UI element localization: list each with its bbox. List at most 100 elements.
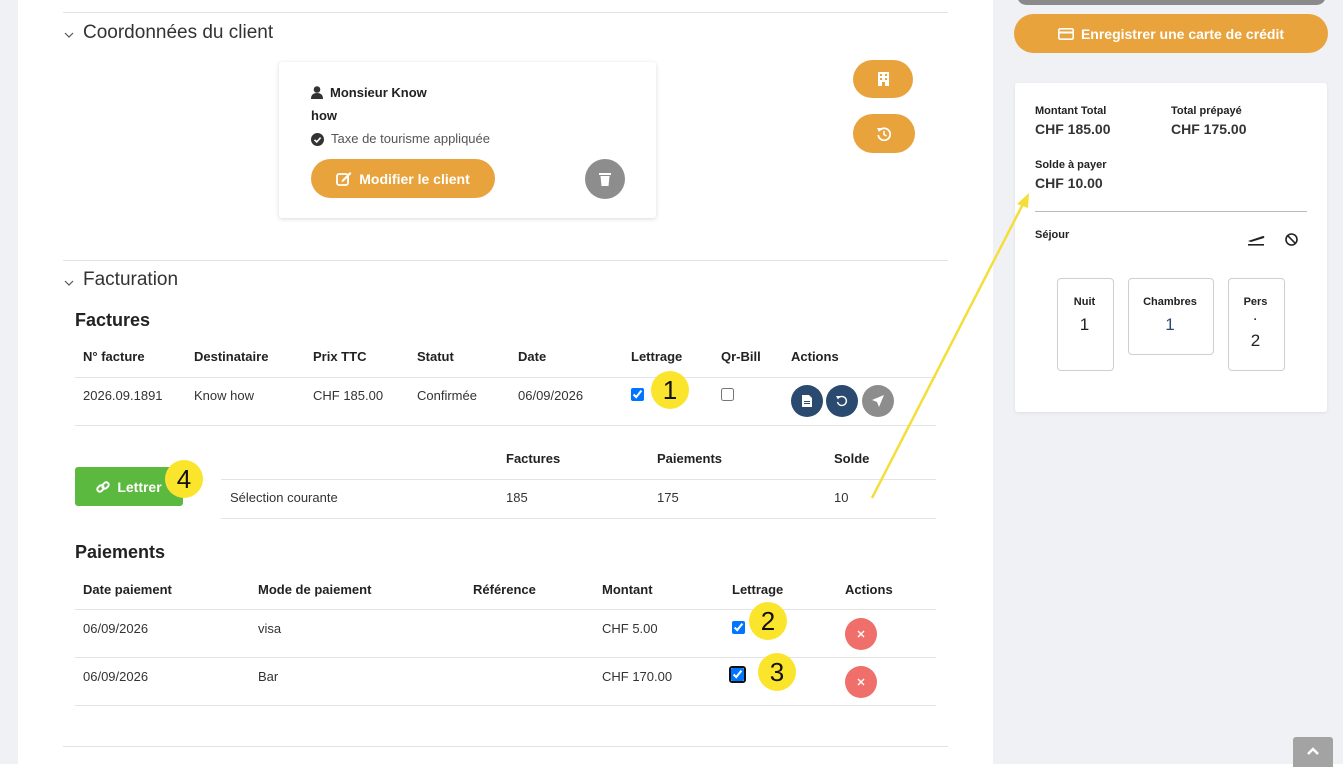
column-header: Statut (417, 349, 454, 364)
edit-client-button[interactable]: Modifier le client (311, 159, 495, 198)
summary-value: CHF 10.00 (1035, 175, 1103, 191)
row-border (75, 425, 936, 426)
summary-label: Solde à payer (1035, 159, 1107, 171)
view-invoice-button[interactable] (791, 385, 823, 417)
summary-label: Total prépayé (1171, 105, 1242, 117)
row-border (75, 657, 936, 658)
cell: Confirmée (417, 388, 477, 403)
client-line: how (311, 108, 337, 123)
button-label: Enregistrer une carte de crédit (1080, 25, 1285, 42)
save-card-button[interactable]: Enregistrer une carte de crédit (1014, 14, 1328, 53)
row-border (75, 705, 936, 706)
link-icon (96, 480, 111, 493)
up-icon (1307, 747, 1319, 755)
cell: 175 (657, 490, 679, 505)
cell: Sélection courante (230, 490, 338, 505)
summary-value: CHF 175.00 (1171, 121, 1247, 137)
cell: CHF 5.00 (602, 621, 658, 636)
stat-label: Nuit (1073, 296, 1096, 308)
company-button[interactable] (853, 60, 913, 98)
cell: CHF 170.00 (602, 669, 673, 684)
column-header: Destinataire (194, 349, 269, 364)
user-icon (311, 86, 323, 99)
stat-value: 2 (1250, 331, 1261, 350)
close-icon (857, 678, 865, 686)
lettering-checkbox[interactable] (732, 621, 745, 634)
undo-icon (836, 395, 848, 407)
lettering-checkbox[interactable] (631, 388, 644, 401)
column-header: Date paiement (83, 582, 172, 597)
history-button[interactable] (853, 114, 915, 153)
row-border (221, 518, 936, 519)
section-title[interactable]: Facturation (83, 269, 179, 290)
cell: 06/09/2026 (518, 388, 584, 403)
divider (63, 746, 948, 747)
section-title[interactable]: Coordonnées du client (83, 22, 274, 43)
delete-payment-button[interactable] (845, 666, 877, 698)
button-label: Lettrer (117, 478, 162, 495)
column-header: N° facture (83, 349, 145, 364)
doc-icon (802, 395, 812, 407)
button-label: Modifier le client (359, 170, 470, 187)
qr-bill-checkbox[interactable] (721, 388, 734, 401)
chevron (64, 32, 74, 38)
row-border (75, 377, 936, 378)
cell: Know how (194, 388, 254, 403)
cell: 06/09/2026 (83, 621, 149, 636)
column-header: Date (518, 349, 547, 364)
row-border (75, 609, 936, 610)
column-header: Lettrage (631, 349, 683, 364)
close-icon (857, 630, 865, 638)
top-button[interactable] (1017, 0, 1326, 5)
column-header: Lettrage (732, 582, 784, 597)
column-header: Factures (506, 451, 561, 466)
column-header: Paiements (657, 451, 723, 466)
scroll-top-button[interactable] (1293, 737, 1333, 767)
stat-value: 1 (1165, 315, 1175, 334)
column-header: Solde (834, 451, 870, 466)
cell: visa (258, 621, 282, 636)
stat-value: 1 (1079, 315, 1090, 334)
tax-note: Taxe de tourisme appliquée (331, 131, 490, 146)
reset-invoice-button[interactable] (826, 385, 858, 417)
column-header: Référence (473, 582, 536, 597)
column-header: Montant (602, 582, 653, 597)
divider (63, 260, 948, 261)
cell: Bar (258, 669, 279, 684)
table-title: Paiements (75, 542, 166, 562)
column-header: Actions (845, 582, 893, 597)
stat-box (1057, 278, 1114, 371)
check-icon (311, 133, 324, 146)
stat-box (1128, 278, 1214, 355)
divider (63, 12, 948, 13)
history-icon (877, 126, 891, 141)
cell: 2026.09.1891 (83, 388, 163, 403)
divider (1035, 211, 1307, 212)
column-header: Qr-Bill (721, 349, 761, 364)
stat-label: Pers (1243, 296, 1268, 308)
summary-label: Montant Total (1035, 105, 1107, 117)
building-icon (877, 72, 889, 86)
cancel-icon[interactable] (1285, 233, 1298, 246)
table-title: Factures (75, 310, 151, 330)
lettering-checkbox[interactable] (731, 668, 744, 681)
annotation-marker: 2 (749, 602, 787, 640)
send-icon (872, 395, 884, 407)
column-header: Prix TTC (313, 349, 367, 364)
cell: 185 (506, 490, 528, 505)
cell: 10 (834, 490, 849, 505)
departure-icon[interactable] (1247, 233, 1265, 246)
card-icon (1057, 27, 1074, 40)
stat-note: · (1253, 314, 1258, 326)
client-name: Monsieur Know (330, 85, 427, 100)
annotation-marker: 3 (758, 653, 796, 691)
delete-client-button[interactable] (585, 159, 625, 199)
stat-label: Chambres (1143, 296, 1197, 308)
annotation-marker: 1 (651, 371, 689, 409)
stay-label: Séjour (1035, 229, 1070, 241)
summary-value: CHF 185.00 (1035, 121, 1111, 137)
row-border (221, 479, 936, 480)
send-invoice-button[interactable] (862, 385, 894, 417)
delete-payment-button[interactable] (845, 618, 877, 650)
